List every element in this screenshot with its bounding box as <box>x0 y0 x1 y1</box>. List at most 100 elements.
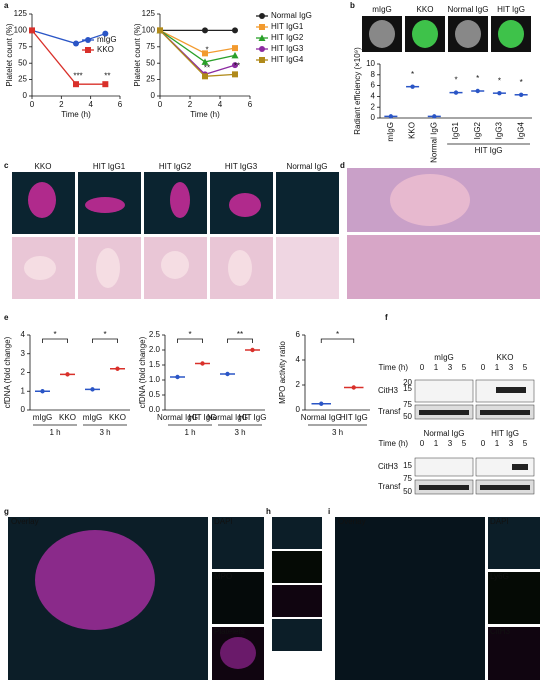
mw-label: 15 <box>403 384 412 393</box>
image-label: Overlay <box>338 517 366 526</box>
x-tick-label: Normal IgG <box>429 122 438 163</box>
legend-label: KKO <box>97 45 114 54</box>
dot <box>351 385 356 390</box>
mw-label: 20 <box>403 378 412 387</box>
mw-label: 75 <box>403 474 412 483</box>
panel-letter: d <box>340 161 345 170</box>
d-images <box>347 168 540 299</box>
image-label: DAPI <box>214 517 233 526</box>
x-tick-label: IgG1 <box>451 121 460 139</box>
time-label: 3 <box>448 439 453 448</box>
panel-letter: c <box>4 161 9 170</box>
group-label: KKO <box>497 353 514 362</box>
group-label: 1 h <box>184 428 195 437</box>
y-tick-label: 2 <box>296 380 301 389</box>
time-label: 5 <box>523 439 528 448</box>
group-label: 3 h <box>332 428 343 437</box>
x-tick-label: Normal IgG <box>157 413 198 422</box>
legend-label: HIT IgG1 <box>271 22 304 31</box>
y-tick-label: 100 <box>14 26 28 35</box>
dot <box>388 114 394 119</box>
dot <box>410 84 415 89</box>
group-label: 3 h <box>99 428 110 437</box>
panel-letter: f <box>385 313 388 322</box>
y-tick-label: 75 <box>146 42 155 51</box>
marker <box>232 71 238 78</box>
row-label: Transf <box>378 482 401 491</box>
ghi-images <box>8 517 540 680</box>
legend-label: HIT IgG2 <box>271 33 304 42</box>
series-line <box>31 29 106 45</box>
marker <box>232 45 238 52</box>
bracket <box>320 338 355 343</box>
x-tick-label: IgG2 <box>473 121 482 139</box>
significance: * <box>454 76 457 85</box>
y-tick-label: 0 <box>21 405 26 414</box>
x-tick-label: 2 <box>188 100 193 109</box>
marker <box>259 46 265 52</box>
group-label: HIT IgG <box>491 429 519 438</box>
f-blots <box>414 379 535 495</box>
significance: * <box>336 330 339 339</box>
x-tick-label: 2 <box>59 100 64 109</box>
column-label: Normal IgG <box>287 162 328 171</box>
b-images <box>362 16 531 52</box>
panel-letter: e <box>4 313 9 322</box>
x-tick-label: Normal IgG <box>207 413 248 422</box>
legend-label: HIT IgG3 <box>271 44 304 53</box>
significance: ** <box>104 71 110 80</box>
y-axis-label: MPO activity ratio <box>278 341 287 404</box>
significance: ** <box>237 330 243 339</box>
marker <box>202 50 208 57</box>
bracket <box>177 338 203 343</box>
dot <box>453 90 459 95</box>
significance: * <box>476 74 479 83</box>
dot <box>65 372 70 377</box>
dot <box>175 374 180 380</box>
column-label: HIT IgG3 <box>225 162 258 171</box>
time-label: 1 <box>495 439 500 448</box>
y-tick-label: 0 <box>371 113 376 122</box>
x-tick-label: KKO <box>59 413 76 422</box>
marker <box>258 34 266 41</box>
significance: * <box>188 330 191 339</box>
y-axis-label: Platelet count (%) <box>5 23 14 86</box>
significance: ** <box>234 61 240 70</box>
x-tick-label: 6 <box>118 100 123 109</box>
x-tick-label: IgG4 <box>516 121 525 139</box>
image-label: CitH3 <box>490 627 511 636</box>
mw-label: 15 <box>403 461 412 470</box>
dot <box>319 401 324 406</box>
y-tick-label: 2 <box>371 102 376 111</box>
image-label: Platelets <box>214 627 245 636</box>
dot <box>250 347 255 353</box>
marker <box>202 73 208 80</box>
group-label: Normal IgG <box>424 429 465 438</box>
x-tick-label: 0 <box>158 100 163 109</box>
group-label: 3 h <box>234 428 245 437</box>
series-line <box>159 29 236 77</box>
dot <box>115 366 120 371</box>
legend-label: mIgG <box>97 35 117 44</box>
legend-label: Normal IgG <box>271 11 312 20</box>
significance: * <box>520 78 523 87</box>
marker <box>85 37 91 43</box>
y-tick-label: 3 <box>21 349 26 358</box>
marker <box>102 30 109 37</box>
y-axis-label: Radiant efficiency (×10⁹) <box>353 47 362 135</box>
column-label: KKO <box>35 162 52 171</box>
image-label: mIgG <box>372 5 392 14</box>
y-tick-label: 1 <box>21 386 26 395</box>
time-label: 1 <box>434 363 439 372</box>
y-tick-label: 4 <box>296 355 301 364</box>
dot <box>497 90 502 96</box>
x-axis-label: Time (h) <box>61 110 91 119</box>
marker <box>29 27 35 34</box>
row-label: CitH3 <box>378 462 399 471</box>
marker <box>259 57 265 63</box>
bracket <box>42 338 68 343</box>
image-label: DAPI <box>490 517 509 526</box>
dot <box>432 114 437 119</box>
y-tick-label: 10 <box>366 59 375 68</box>
